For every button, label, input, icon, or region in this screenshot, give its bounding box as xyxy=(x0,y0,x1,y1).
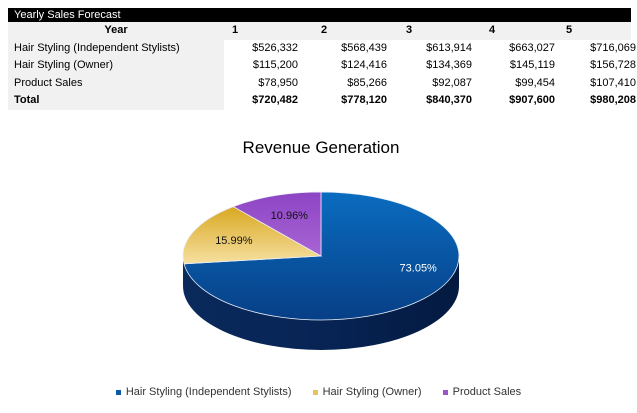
table-title: Yearly Sales Forecast xyxy=(8,8,631,22)
header-cell: 5 xyxy=(566,24,573,36)
legend-swatch xyxy=(312,389,318,395)
legend-item: Product Sales xyxy=(442,386,522,398)
chart-legend: Hair Styling (Independent Stylists) Hair… xyxy=(0,386,637,398)
header-cell: 3 xyxy=(406,24,413,36)
pie-data-label: 73.05% xyxy=(400,263,438,275)
header-cell: 2 xyxy=(321,24,328,36)
row-label: Hair Styling (Owner) xyxy=(8,57,224,75)
chart-title: Revenue Generation xyxy=(243,138,400,157)
header-year: Year xyxy=(8,22,224,40)
pie-data-label: 15.99% xyxy=(215,235,253,247)
table-cell: $85,266 xyxy=(347,76,387,89)
table-row: Product Sales $78,950 $85,266 $92,087 $99,45… xyxy=(8,74,636,92)
table-cell: $980,208 xyxy=(590,94,636,106)
table-cell: $92,087 xyxy=(432,76,472,89)
row-label: Hair Styling (Independent Stylists) xyxy=(8,39,224,57)
sales-forecast-table: Yearly Sales Forecast Year 1 2 3 4 5 Hai… xyxy=(8,8,636,110)
table-cell: $78,950 xyxy=(258,76,298,89)
table-cell: $526,332 xyxy=(252,41,298,54)
table-cell: $663,027 xyxy=(509,41,555,54)
table-cell: $613,914 xyxy=(426,41,472,54)
table-row: Total $720,482 $778,120 $840,370 $907,600 $98… xyxy=(8,92,636,110)
pie-data-label: 10.96% xyxy=(271,210,309,222)
pie-side xyxy=(183,256,459,350)
table-cell: $145,119 xyxy=(509,59,555,71)
table-cell: $99,454 xyxy=(515,76,555,89)
legend-item: Hair Styling (Owner) xyxy=(312,386,422,398)
table-cell: $840,370 xyxy=(426,94,472,106)
legend-swatch xyxy=(115,389,121,395)
table-cell: $907,600 xyxy=(509,94,555,106)
legend-label: Hair Styling (Owner) xyxy=(322,386,422,398)
table-header-row: Year 1 2 3 4 5 xyxy=(8,22,631,40)
legend-label: Hair Styling (Independent Stylists) xyxy=(125,386,292,398)
pie-slice xyxy=(232,191,322,257)
pie-slice xyxy=(182,206,323,265)
table-cell: $115,200 xyxy=(252,59,298,71)
table-cell: $778,120 xyxy=(341,94,387,106)
legend-label: Product Sales xyxy=(452,386,522,398)
table-cell: $716,069 xyxy=(590,41,636,54)
legend-item: Hair Styling (Independent Stylists) xyxy=(115,386,292,398)
table-cell: $568,439 xyxy=(341,41,387,54)
table-cell: $720,482 xyxy=(252,94,298,106)
row-label: Total xyxy=(8,92,224,110)
table-cell: $124,416 xyxy=(341,59,387,71)
legend-swatch xyxy=(442,389,448,395)
table-cell: $134,369 xyxy=(426,59,472,71)
header-cell: 4 xyxy=(489,24,496,36)
table-cell: $107,410 xyxy=(590,76,636,89)
header-cell: 1 xyxy=(232,24,239,36)
table-cell: $156,728 xyxy=(590,59,636,71)
row-label: Product Sales xyxy=(8,74,224,92)
table-row: Hair Styling (Independent Stylists) $526,… xyxy=(8,39,636,57)
table-row: Hair Styling (Owner) $115,200 $124,416 $134… xyxy=(8,57,636,75)
